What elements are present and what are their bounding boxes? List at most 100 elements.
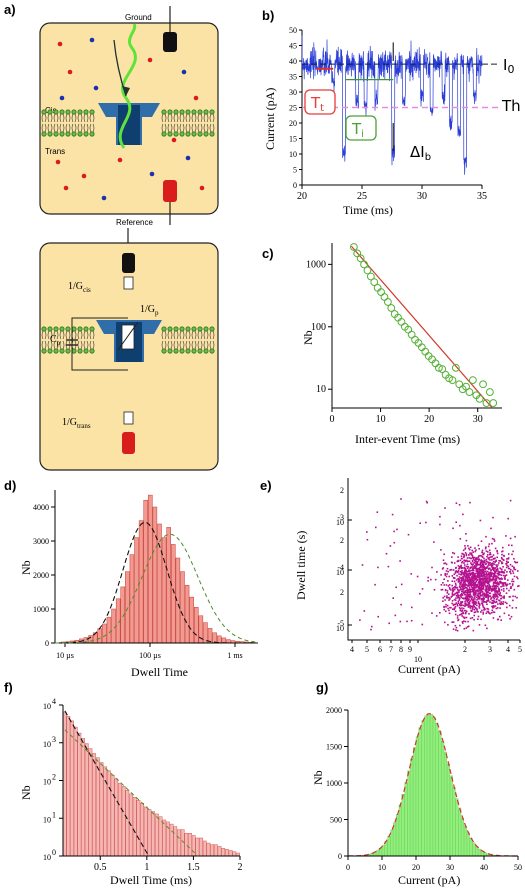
e-point [472,557,474,559]
e-point [497,586,499,588]
e-point [479,572,481,574]
e-point [502,547,504,549]
b-xtick-label: 30 [417,191,427,202]
e-point [487,565,489,567]
lipid-head [161,348,166,353]
d-bar [98,629,102,643]
e-xtick-label: 6 [378,645,382,654]
e-point [499,567,501,569]
e-point [393,531,395,533]
e-point [510,586,512,588]
e-point [406,621,408,623]
d-ytick-label: 3000 [33,537,49,546]
f-bar [155,814,158,856]
f-bar [78,733,81,856]
g-bar [444,752,447,856]
e-point [469,577,471,579]
e-point [459,604,461,606]
chart-e: 4 5 6 7 8 9102 3 4 510-510-410-3222 [336,478,522,664]
e-point [484,568,486,570]
e-point [442,589,444,591]
e-point [473,581,475,583]
f-bar [122,786,125,856]
c-point [486,389,493,396]
e-point [478,558,480,560]
e-point [478,568,480,570]
e-point [408,534,410,536]
e-xtick-label: 5 [518,645,522,654]
f-ytick-exponent: 2 [52,773,56,782]
lipid-head [83,131,88,136]
e-point [512,600,514,602]
e-point [495,564,497,566]
e-point [422,588,424,590]
g-ytick-label: 2000 [326,706,342,715]
e-point [501,601,503,603]
lipid-head [209,348,214,353]
e-point [509,618,511,620]
e-point [458,565,460,567]
e-point [502,566,504,568]
e-point [399,560,401,562]
lipid-head [83,326,88,331]
trans-label: Trans [45,147,65,156]
e-point [484,601,486,603]
e-point [447,597,449,599]
lipid-head [77,131,82,136]
e-point [499,616,501,618]
e-point [461,607,463,609]
d-xtick-label: 1 ms [227,651,242,660]
e-point [497,592,499,594]
e-point [500,582,502,584]
e-point [471,610,473,612]
e-point [451,569,453,571]
e-point [486,581,488,583]
e-point [480,565,482,567]
e-point [501,574,503,576]
e-point [456,627,458,629]
e-point [489,601,491,603]
e-point [445,606,447,608]
e-point [489,595,491,597]
e-point [484,566,486,568]
e-point [483,582,485,584]
e-point [498,591,500,593]
e-point [473,619,475,621]
e-point [377,616,379,618]
e-point [518,585,520,587]
e-point [503,571,505,573]
e-point [517,570,519,572]
e-point [493,554,495,556]
e-point [465,576,467,578]
e-point [485,585,487,587]
f-bar [133,797,136,856]
e-point [481,576,483,578]
e-point [514,536,516,538]
e-point [452,580,454,582]
e-point [467,574,469,576]
e-point [455,587,457,589]
e-point [411,607,413,609]
e-point [472,563,474,565]
e-point [473,558,475,560]
lipid-head [167,348,172,353]
e-point [482,563,484,565]
e-point [377,567,379,569]
e-point [442,597,444,599]
e-point [482,604,484,606]
g-bar [388,836,391,856]
e-point [496,585,498,587]
e-point [488,574,490,576]
e-xtick-label: 3 [488,645,492,654]
e-point [509,583,511,585]
e-point [367,539,369,541]
e-point [395,615,397,617]
e-xtick-label: 4 [506,645,510,654]
e-point [507,518,509,520]
g-bar [470,838,473,856]
e-point [451,621,453,623]
e-point [475,583,477,585]
e-point [462,597,464,599]
e-point [457,630,459,632]
e-ytick-label: 2 [340,588,344,597]
